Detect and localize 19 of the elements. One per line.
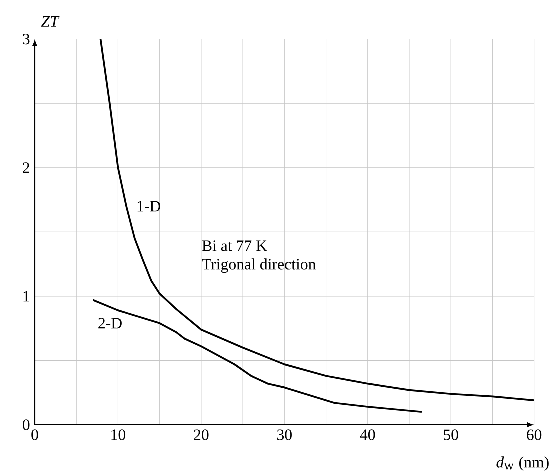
series-label: 1-D [138, 200, 161, 212]
x-tick-label: 30 [277, 429, 292, 440]
y-tick-label: 3 [23, 34, 30, 44]
y-tick-label: 2 [23, 162, 30, 173]
series-label: 2-D [98, 318, 122, 328]
y-tick-label: 0 [23, 419, 30, 430]
y-tick-label: 1 [24, 290, 30, 302]
line-series [92, 299, 423, 413]
x-tick-label: 60 [527, 429, 542, 440]
annotation: Bi at 77 K [202, 240, 268, 252]
y-axis-title: ZT [41, 16, 60, 27]
x-tick-label: 20 [194, 429, 209, 440]
x-axis-title: d$_{W}$ (nm) [496, 456, 549, 471]
line-series [100, 38, 536, 402]
x-tick-label: 50 [444, 429, 458, 440]
x-tick-label: 10 [112, 429, 126, 440]
x-tick-label: 40 [360, 429, 376, 440]
x-tick-label: 0 [32, 429, 38, 440]
annotation: Trigonal direction [202, 258, 316, 273]
